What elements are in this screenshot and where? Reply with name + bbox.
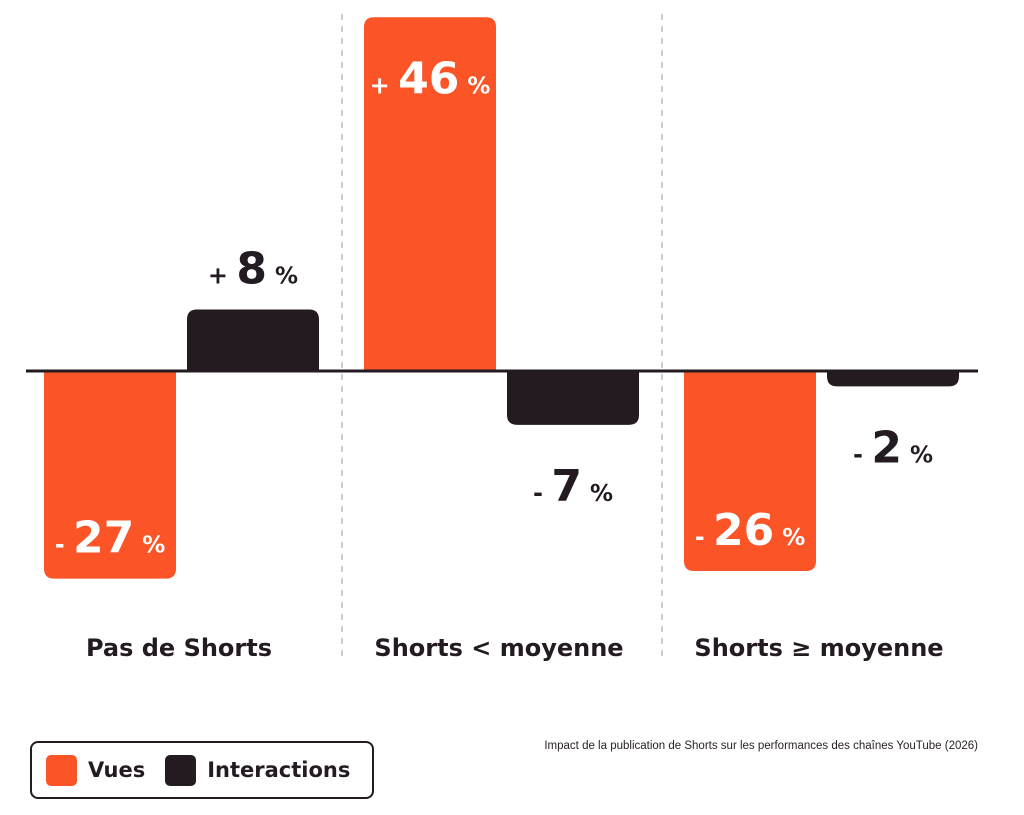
legend-label-vues: Vues bbox=[88, 758, 146, 782]
legend-item-vues: Vues bbox=[46, 754, 146, 786]
legend-item-interactions: Interactions bbox=[165, 754, 351, 786]
bar-vues-0 bbox=[44, 371, 176, 579]
bar-interactions-2 bbox=[827, 371, 959, 387]
chart-caption: Impact de la publication de Shorts sur l… bbox=[544, 740, 978, 752]
bar-interactions-1 bbox=[507, 371, 639, 425]
legend-swatch-vues bbox=[46, 754, 77, 786]
data-label-interactions-0: + 8 % bbox=[208, 243, 298, 294]
bar-chart: - 27 % + 8 % Pas de Shorts + 46 % - 7 % Short… bbox=[26, 14, 978, 662]
data-label-vues-0: - 27 % bbox=[55, 513, 166, 564]
data-label-interactions-1: - 7 % bbox=[533, 461, 613, 512]
bar-interactions-0 bbox=[187, 309, 319, 371]
category-label-0: Pas de Shorts bbox=[86, 634, 272, 662]
bar-vues-2 bbox=[684, 371, 816, 571]
legend: Vues Interactions bbox=[30, 741, 374, 799]
bar-vues-1 bbox=[364, 17, 496, 371]
legend-label-interactions: Interactions bbox=[207, 758, 351, 782]
data-label-vues-1: + 46 % bbox=[370, 53, 491, 104]
category-label-2: Shorts ≥ moyenne bbox=[694, 634, 943, 662]
category-label-1: Shorts < moyenne bbox=[374, 634, 623, 662]
data-label-vues-2: - 26 % bbox=[695, 505, 806, 556]
legend-swatch-interactions bbox=[165, 754, 197, 786]
data-label-interactions-2: - 2 % bbox=[853, 422, 933, 473]
